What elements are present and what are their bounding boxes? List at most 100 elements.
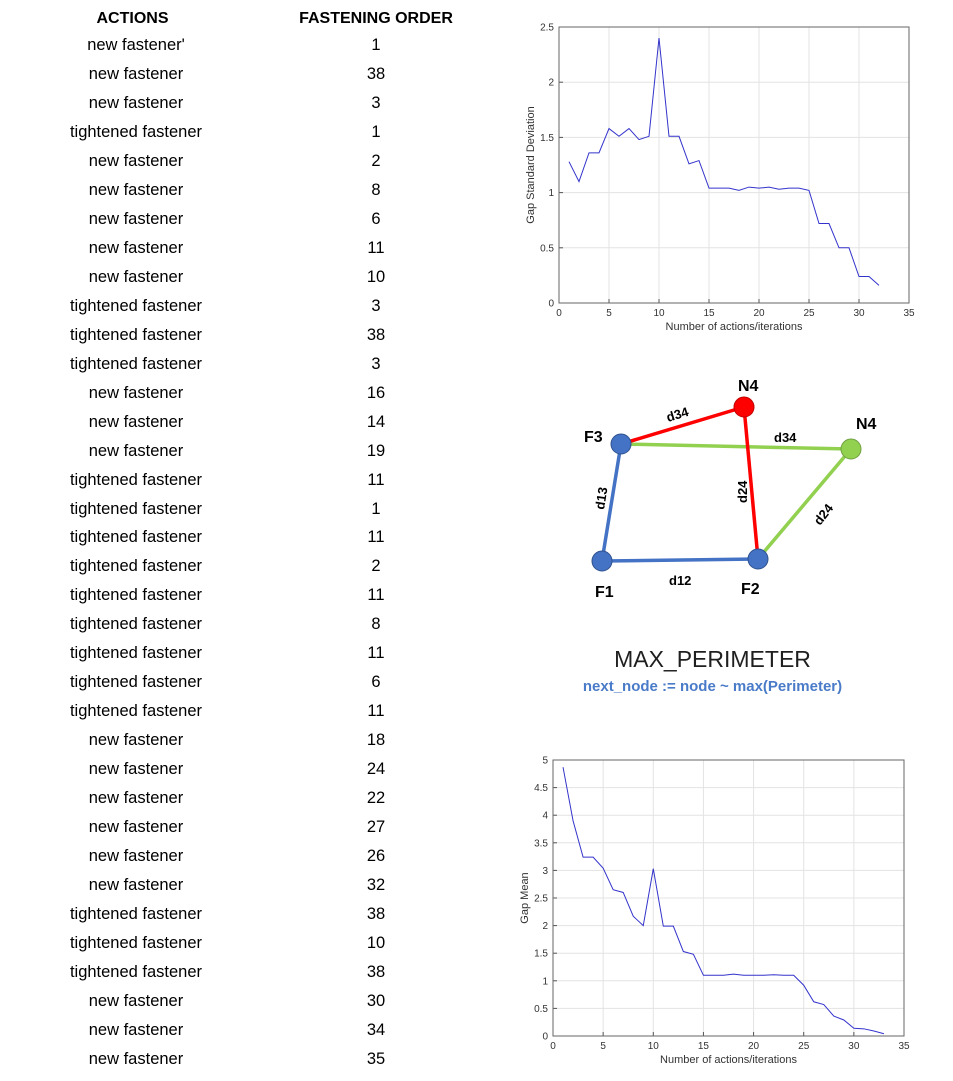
edge-f1-f2 [601,557,759,563]
table-row: tightened fastener 11 [0,471,480,500]
node-n4-red [733,396,755,418]
x-tick-label: 0 [550,1041,556,1052]
table-row: new fastener 6 [0,210,480,239]
node-f3 [610,433,632,455]
table-row: new fastener 18 [0,731,480,760]
order-cell: 14 [366,412,386,431]
action-cell: new fastener [88,847,184,866]
perimeter-diagram-svg: F1 F2 F3 N4 N4 d12 d13 d34 d24 d34 d24 [584,378,877,601]
order-cell: 8 [371,180,381,199]
table-row: tightened fastener 38 [0,905,480,934]
table-row: new fastener 14 [0,413,480,442]
order-cell: 1 [371,36,381,54]
y-axis-label: Gap Mean [519,872,531,923]
table-row: new fastener 30 [0,992,480,1021]
x-tick-label: 25 [798,1041,810,1052]
table-row: tightened fastener 3 [0,355,480,384]
action-cell: tightened fastener [69,296,203,315]
action-cell: new fastener [88,412,184,431]
edge-f3-n4-green [620,442,852,451]
table-row: new fastener 38 [0,65,480,94]
action-cell: tightened fastener [69,499,203,518]
action-cell: new fastener [88,1049,184,1068]
table-row: new fastener 32 [0,876,480,905]
y-tick-label: 5 [542,756,548,767]
action-cell: new fastener [88,760,184,779]
y-tick-label: 1 [542,976,548,987]
action-cell: tightened fastener [69,702,203,721]
table-row: new fastener 10 [0,268,480,297]
action-cell: tightened fastener [69,586,203,605]
order-cell: 6 [371,209,381,228]
order-cell: 18 [366,731,386,750]
y-tick-label: 2 [542,921,548,932]
chart-svg: 0 5 10 15 20 25 30 35 0 0.5 1 1.5 2 2.5 3 3.5 4 4.5 5 Numbe… [519,756,910,1067]
x-tick-label: 30 [853,308,865,319]
action-cell: tightened fastener [69,644,203,663]
y-tick-label: 2 [548,78,554,89]
label-n4-red: N4 [738,378,759,395]
order-cell: 38 [366,325,386,344]
y-tick-label: 0.5 [540,243,554,254]
order-cell: 11 [367,644,385,663]
action-cell: tightened fastener [69,615,203,634]
action-cell: new fastener [88,151,184,170]
axes-box [558,26,910,304]
y-tick-label: 0.5 [534,1004,548,1015]
order-cell: 3 [371,93,381,112]
order-cell: 10 [366,934,386,953]
label-f3: F3 [584,429,603,446]
x-tick-label: 25 [803,308,815,319]
header-fastening-order: FASTENING ORDER [299,10,453,27]
algorithm-title: MAX_PERIMETER [614,646,811,672]
action-cell: new fastener [88,818,184,837]
header-actions: ACTIONS [96,10,169,27]
action-cell: tightened fastener [69,963,203,982]
action-cell: tightened fastener [69,934,203,953]
table-row: new fastener 24 [0,760,480,789]
table-row: tightened fastener 11 [0,586,480,615]
order-cell: 11 [367,470,385,489]
order-cell: 26 [366,847,386,866]
label-f2: F2 [741,581,760,598]
table-row: new fastener 2 [0,152,480,181]
label-d12: d12 [669,573,691,588]
order-cell: 11 [367,528,385,547]
x-tick-label: 35 [898,1041,910,1052]
y-tick-label: 0 [548,299,554,310]
table-row: tightened fastener 10 [0,934,480,963]
algorithm-subtitle: next_node := node ~ max(Perimeter) [582,678,843,695]
table-row: new fastener 19 [0,442,480,471]
order-cell: 34 [366,1020,386,1039]
order-cell: 11 [367,238,385,257]
y-axis-label: Gap Standard Deviation [525,106,537,223]
action-cell: new fastener [88,992,184,1010]
action-cell: tightened fastener [69,673,203,692]
table-row: new fastener 16 [0,384,480,413]
y-tick-label: 3.5 [534,838,548,849]
action-cell: new fastener [88,93,184,112]
order-cell: 19 [366,441,386,460]
y-tick-label: 4.5 [534,783,548,794]
gap-std-chart: 0 5 10 15 20 25 30 35 0 0.5 1 1.5 2 2.5 Number of acti… [510,15,930,345]
x-tick-label: 35 [903,308,915,319]
x-tick-label: 20 [753,308,765,319]
action-cell: new fastener [88,383,184,402]
x-tick-label: 10 [648,1041,660,1052]
table-row: new fastener 34 [0,1021,480,1050]
table-row: tightened fastener 38 [0,963,480,992]
table-row: new fastener 35 [0,1050,480,1079]
action-cell: tightened fastener [69,557,203,576]
x-axis-label: Number of actions/iterations [660,1054,797,1066]
node-n4-green [840,438,862,460]
action-cell: new fastener [88,731,184,750]
series-line [562,767,885,1035]
table-row: new fastener' 1 [0,36,480,65]
table-row: tightened fastener 2 [0,557,480,586]
action-cell: new fastener' [87,36,185,54]
order-cell: 2 [371,557,381,576]
order-cell: 11 [367,586,385,605]
action-cell: new fastener [88,441,184,460]
action-cell: new fastener [88,876,184,895]
axes-box [552,759,905,1037]
